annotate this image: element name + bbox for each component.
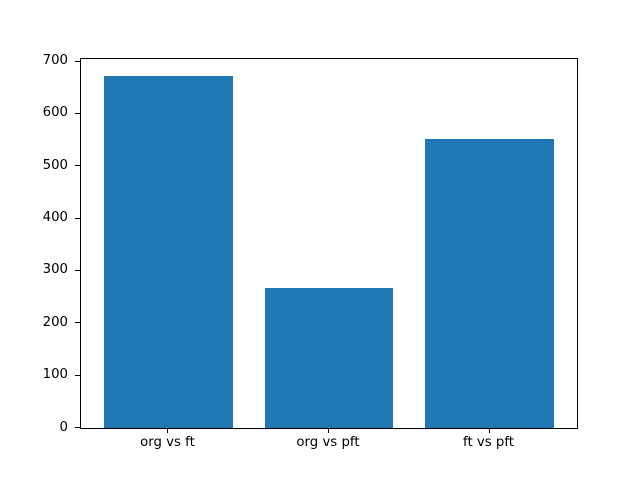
y-tick-mark (75, 60, 80, 62)
x-tick-label: ft vs pft (463, 435, 515, 450)
x-tick-mark (328, 428, 329, 433)
y-tick-label: 400 (42, 210, 68, 226)
y-tick-label: 700 (42, 53, 68, 69)
y-tick-label: 600 (42, 105, 68, 121)
y-tick-mark (75, 112, 80, 114)
plot-area (80, 58, 578, 429)
y-tick-label: 100 (42, 367, 68, 383)
bar-org-vs-ft (104, 75, 233, 428)
y-tick-label: 0 (59, 419, 68, 435)
y-tick-label: 500 (42, 157, 68, 173)
x-tick-mark (488, 428, 490, 433)
y-tick-mark (75, 427, 80, 428)
y-tick-mark (75, 217, 80, 219)
y-tick-mark (75, 322, 80, 324)
y-tick-label: 300 (42, 262, 68, 278)
y-tick-label: 200 (42, 314, 68, 330)
y-tick-mark (75, 269, 80, 271)
x-tick-label: org vs ft (140, 435, 195, 450)
x-tick-mark (167, 428, 169, 433)
y-tick-mark (75, 165, 80, 167)
y-tick-mark (75, 374, 80, 376)
bar-org-vs-pft (264, 288, 394, 428)
x-tick-label: org vs pft (296, 435, 360, 450)
bar-ft-vs-pft (425, 138, 554, 428)
